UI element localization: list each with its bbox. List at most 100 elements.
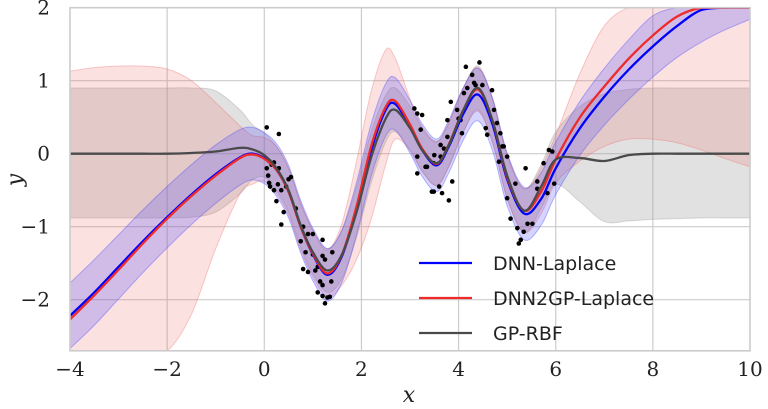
data-point: [288, 174, 294, 180]
data-point: [305, 231, 311, 237]
band-gp-rbf: [70, 65, 750, 293]
x-tick-label: 6: [549, 357, 562, 381]
plot-frame: [69, 6, 751, 352]
data-point: [484, 132, 490, 138]
data-point: [419, 112, 425, 118]
data-point: [545, 190, 550, 196]
y-tick-label: 2: [37, 0, 50, 20]
data-point: [412, 106, 417, 111]
data-points: [264, 60, 557, 306]
data-point: [266, 180, 272, 186]
data-point: [541, 160, 546, 166]
data-point: [429, 189, 435, 194]
data-point: [473, 82, 478, 88]
y-axis-label: y: [3, 173, 28, 187]
data-point: [445, 117, 450, 123]
x-tick-label: 2: [355, 357, 368, 381]
data-point: [276, 131, 282, 137]
data-point: [298, 239, 304, 244]
data-point: [530, 221, 535, 227]
data-point: [550, 149, 555, 154]
data-point: [414, 171, 420, 176]
data-point: [534, 179, 540, 184]
data-point: [480, 82, 485, 88]
data-point: [264, 166, 270, 171]
data-point: [496, 159, 502, 165]
data-point: [312, 268, 318, 273]
data-point: [431, 152, 437, 158]
x-tick-label: 0: [258, 357, 271, 381]
data-point: [489, 87, 495, 93]
x-tick-label: −4: [55, 357, 84, 381]
data-point: [525, 221, 530, 227]
mean-lines: [70, 7, 750, 321]
data-point: [518, 237, 524, 243]
data-point: [274, 198, 279, 204]
data-point: [461, 90, 467, 96]
data-point: [469, 72, 475, 78]
data-point: [271, 187, 277, 193]
data-point: [508, 216, 513, 221]
data-point: [436, 184, 442, 189]
data-point: [504, 154, 510, 159]
legend-label: DNN-Laplace: [493, 253, 616, 275]
data-point: [281, 209, 287, 215]
data-point: [418, 127, 423, 132]
line-dnn2gp-laplace: [70, 7, 750, 321]
x-tick-label: −2: [152, 357, 181, 381]
data-point: [320, 237, 325, 243]
data-point: [515, 225, 520, 231]
data-point: [423, 164, 428, 170]
data-point: [483, 125, 489, 131]
data-point: [504, 195, 510, 201]
data-point: [448, 99, 454, 105]
data-point: [449, 179, 455, 184]
data-point: [327, 294, 333, 300]
data-point: [491, 107, 497, 113]
legend-label: GP-RBF: [493, 323, 563, 345]
data-point: [516, 241, 522, 246]
data-point: [513, 181, 518, 186]
x-tick-labels: −4 −2 0 2 4 6 8 10: [55, 357, 762, 381]
data-point: [329, 249, 335, 255]
data-point: [267, 184, 273, 189]
legend: DNN-Laplace DNN2GP-Laplace GP-RBF: [419, 253, 654, 345]
data-point: [494, 120, 500, 126]
data-point: [320, 282, 325, 288]
data-point: [303, 249, 308, 255]
data-point: [322, 257, 328, 262]
y-tick-label: −2: [21, 288, 50, 312]
data-point: [317, 279, 323, 284]
data-point: [315, 290, 321, 295]
data-point: [275, 182, 281, 187]
y-tick-labels: −2 −1 0 1 2: [21, 0, 50, 312]
legend-label: DNN2GP-Laplace: [493, 288, 654, 310]
band-dnn2gp-laplace: [70, 7, 750, 351]
x-tick-label: 4: [452, 357, 465, 381]
y-tick-label: 0: [37, 142, 50, 166]
data-point: [278, 187, 284, 193]
data-point: [501, 144, 507, 149]
data-point: [439, 190, 445, 196]
data-point: [320, 253, 325, 259]
x-axis-label: x: [403, 383, 416, 408]
y-tick-label: 1: [37, 69, 50, 93]
data-point: [459, 130, 465, 136]
data-point: [320, 293, 325, 299]
line-gp-rbf: [70, 86, 750, 272]
data-point: [264, 125, 270, 130]
data-point: [305, 269, 311, 275]
x-tick-label: 10: [737, 357, 762, 381]
data-point: [414, 154, 420, 159]
data-point: [463, 64, 469, 70]
data-point: [438, 142, 443, 148]
plot-background: [70, 7, 750, 351]
data-point: [498, 130, 503, 136]
data-point: [521, 229, 526, 235]
data-point: [414, 111, 420, 116]
data-point: [551, 181, 557, 186]
data-point: [523, 166, 528, 171]
data-point: [477, 60, 482, 65]
data-point: [445, 134, 450, 140]
